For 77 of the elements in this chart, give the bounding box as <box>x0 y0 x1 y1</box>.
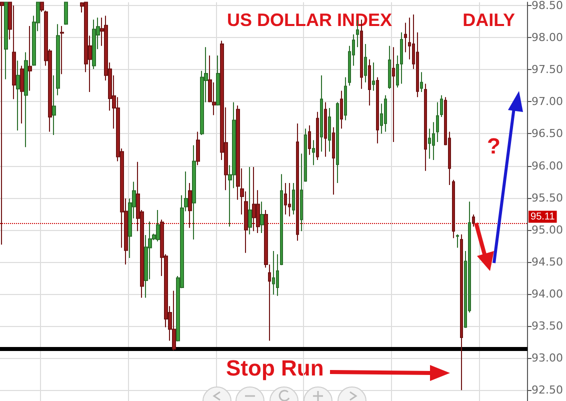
candlestick <box>248 166 252 235</box>
candlestick <box>4 2 8 80</box>
candlestick <box>388 45 391 90</box>
candlestick <box>52 74 56 136</box>
y-tick-label: 98.50 <box>532 0 564 12</box>
candlestick <box>312 140 315 166</box>
candlestick <box>368 58 371 106</box>
y-tick-label: 98.00 <box>532 31 564 44</box>
chart-title: US DOLLAR INDEX <box>227 10 392 30</box>
candlestick <box>280 174 283 266</box>
candlestick <box>436 102 439 143</box>
candlestick <box>296 122 299 242</box>
annotation: ? <box>487 134 500 158</box>
candlestick <box>332 126 335 196</box>
candlestick <box>400 32 403 84</box>
candlestick <box>340 90 343 130</box>
candlestick <box>432 122 435 160</box>
candlestick <box>324 102 327 158</box>
candlestick <box>372 62 375 92</box>
candlestick <box>260 201 264 234</box>
candlestick <box>20 65 24 124</box>
candlestick <box>424 83 427 172</box>
candlestick <box>172 290 176 351</box>
candlestick <box>216 55 220 106</box>
candlestick <box>320 74 323 152</box>
candlestick <box>288 182 291 217</box>
candlestick <box>376 76 379 144</box>
y-tick-label: 95.00 <box>532 223 564 236</box>
y-tick-label: 94.50 <box>532 255 564 268</box>
candlestick <box>384 94 387 132</box>
candlestick <box>12 5 16 100</box>
candlestick <box>188 182 192 228</box>
annotation: Stop Run <box>226 356 324 380</box>
candlestick <box>60 26 64 75</box>
candlestick <box>40 2 44 12</box>
y-tick-label: 96.50 <box>532 127 564 140</box>
candlestick <box>460 234 463 391</box>
candlestick <box>336 102 339 184</box>
y-tick-label: 97.00 <box>532 95 564 108</box>
candlestick <box>392 46 395 143</box>
candlestick <box>316 111 319 160</box>
y-tick-label: 92.50 <box>532 384 564 397</box>
candlestick <box>192 144 196 240</box>
candlestick <box>304 128 307 182</box>
candlestick <box>472 214 475 228</box>
candlestick <box>92 19 96 70</box>
candlestick <box>284 182 287 215</box>
candlestick <box>300 153 303 232</box>
candlestick <box>64 2 68 26</box>
candlestick <box>272 250 275 296</box>
candlestick <box>452 179 455 239</box>
candlestick <box>344 76 347 121</box>
candlestick <box>16 60 20 131</box>
candlestick <box>56 24 60 96</box>
candlestick <box>364 43 367 83</box>
candlestick <box>308 124 311 156</box>
y-tick-label: 96.00 <box>532 159 564 172</box>
candlestick <box>456 234 459 248</box>
candlestick <box>252 166 256 232</box>
candlestick <box>420 72 423 93</box>
candlestick <box>28 26 32 92</box>
y-tick-label: 95.50 <box>532 191 564 204</box>
ref-line-label: 95.11 <box>530 211 556 222</box>
candlestick <box>156 209 160 242</box>
candlestick <box>440 94 443 118</box>
chart-subtitle: DAILY <box>462 10 516 30</box>
candlestick <box>0 2 4 246</box>
candlestick <box>276 254 279 296</box>
y-tick-label: 94.00 <box>532 287 564 300</box>
candlestick <box>404 22 407 53</box>
candlestick <box>196 131 200 166</box>
y-tick-label: 93.50 <box>532 320 564 332</box>
candlestick <box>24 52 28 148</box>
candlestick <box>328 108 331 152</box>
y-tick-label: 97.50 <box>532 63 564 76</box>
y-tick-label: 93.00 <box>532 352 564 365</box>
candlestick <box>292 182 295 215</box>
